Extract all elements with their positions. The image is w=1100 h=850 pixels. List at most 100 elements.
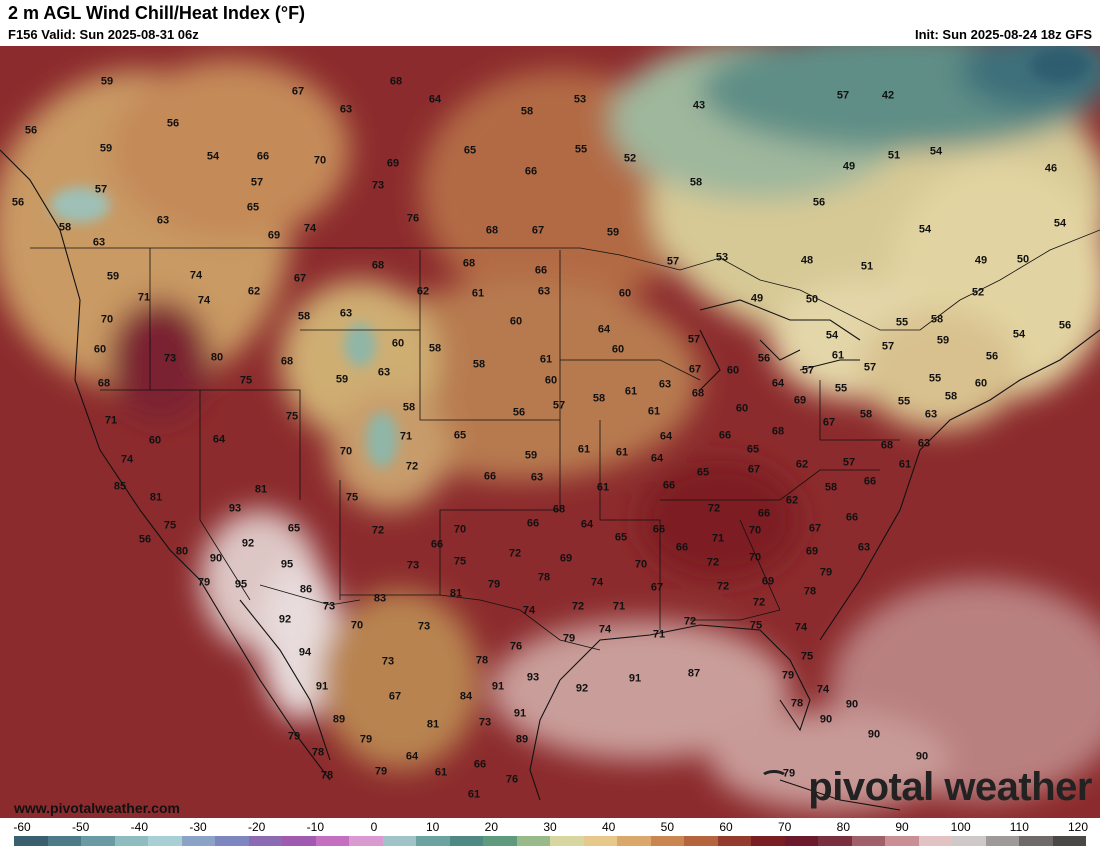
temperature-label: 72 xyxy=(405,460,419,473)
site-url: www.pivotalweather.com xyxy=(14,800,180,816)
temperature-label: 71 xyxy=(399,430,413,443)
temperature-label: 76 xyxy=(509,640,523,653)
colorbar-segment xyxy=(583,836,617,846)
temperature-label: 63 xyxy=(658,378,672,391)
temperature-label: 67 xyxy=(688,363,702,376)
temperature-label: 64 xyxy=(405,750,419,763)
temperature-label: 74 xyxy=(598,623,612,636)
temperature-label: 60 xyxy=(974,377,988,390)
colorbar-tick-label: 120 xyxy=(1067,820,1089,834)
colorbar-segment xyxy=(416,836,450,846)
temperature-label: 69 xyxy=(761,575,775,588)
colorbar-tick-label: -60 xyxy=(13,820,31,834)
temperature-label: 91 xyxy=(315,680,329,693)
temperature-label: 57 xyxy=(863,361,877,374)
temperature-label: 71 xyxy=(652,628,666,641)
colorbar: -60 -50 -40 -30 -20 -10 0 10 20 30 40 50 60 70 80 90 100… xyxy=(0,818,1100,850)
temperature-label: 60 xyxy=(735,402,749,415)
temperature-label: 60 xyxy=(148,434,162,447)
colorbar-segment xyxy=(784,836,818,846)
temperature-label: 66 xyxy=(526,517,540,530)
colorbar-tick-label: 70 xyxy=(777,820,792,834)
temperature-label: 68 xyxy=(485,224,499,237)
temperature-label: 50 xyxy=(1016,253,1030,266)
temperature-label: 53 xyxy=(573,93,587,106)
temperature-label: 60 xyxy=(93,343,107,356)
temperature-label: 79 xyxy=(782,767,796,780)
temperature-label: 79 xyxy=(487,578,501,591)
temperature-label: 79 xyxy=(374,765,388,778)
temperature-label: 69 xyxy=(793,394,807,407)
temperature-label: 79 xyxy=(287,730,301,743)
temperature-label: 89 xyxy=(332,713,346,726)
temperature-label: 93 xyxy=(526,671,540,684)
temperature-label: 55 xyxy=(574,143,588,156)
temperature-label: 57 xyxy=(94,183,108,196)
temperature-label: 74 xyxy=(590,576,604,589)
temperature-label: 75 xyxy=(800,650,814,663)
temperature-label: 90 xyxy=(209,552,223,565)
temperature-label: 81 xyxy=(149,491,163,504)
temperature-label: 60 xyxy=(544,374,558,387)
map-background xyxy=(0,46,1100,818)
temperature-label: 61 xyxy=(647,405,661,418)
colorbar-segment xyxy=(215,836,249,846)
temperature-label: 83 xyxy=(373,592,387,605)
temperature-label: 57 xyxy=(552,399,566,412)
temperature-label: 56 xyxy=(24,124,38,137)
colorbar-segment xyxy=(315,836,349,846)
temperature-label: 58 xyxy=(824,481,838,494)
colorbar-tick-label: 40 xyxy=(601,820,616,834)
temperature-label: 63 xyxy=(339,103,353,116)
temperature-label: 58 xyxy=(472,358,486,371)
colorbar-tick-label: 100 xyxy=(950,820,971,834)
temperature-label: 79 xyxy=(819,566,833,579)
temperature-label: 57 xyxy=(687,333,701,346)
heat-index-map[interactable]: 59 56 56 59 54 66 57 57 56 65 63 58 63 69 74 67 68 64 63 70… xyxy=(0,46,1100,818)
temperature-label: 65 xyxy=(463,144,477,157)
colorbar-segment xyxy=(14,836,48,846)
temperature-label: 72 xyxy=(683,615,697,628)
temperature-label: 68 xyxy=(691,387,705,400)
temperature-label: 64 xyxy=(580,518,594,531)
temperature-label: 66 xyxy=(524,165,538,178)
temperature-label: 58 xyxy=(58,221,72,234)
colorbar-tick-label: 60 xyxy=(719,820,733,834)
colorbar-tick-label: 90 xyxy=(895,820,909,834)
temperature-label: 48 xyxy=(800,254,814,267)
temperature-label: 59 xyxy=(106,270,120,283)
temperature-label: 61 xyxy=(624,385,638,398)
temperature-label: 65 xyxy=(287,522,301,535)
temperature-label: 92 xyxy=(241,537,255,550)
temperature-label: 66 xyxy=(652,523,666,536)
temperature-label: 56 xyxy=(11,196,25,209)
temperature-label: 89 xyxy=(515,733,529,746)
temperature-label: 74 xyxy=(303,222,317,235)
temperature-label: 49 xyxy=(842,160,856,173)
colorbar-segment xyxy=(885,836,919,846)
temperature-label: 64 xyxy=(771,377,785,390)
temperature-label: 58 xyxy=(520,105,534,118)
temperature-label: 55 xyxy=(834,382,848,395)
colorbar-segment xyxy=(818,836,852,846)
temperature-label: 63 xyxy=(530,471,544,484)
temperature-label: 60 xyxy=(726,364,740,377)
temperature-label: 75 xyxy=(345,491,359,504)
temperature-label: 42 xyxy=(881,89,895,102)
temperature-label: 64 xyxy=(650,452,664,465)
temperature-label: 61 xyxy=(831,349,845,362)
temperature-label: 53 xyxy=(715,251,729,264)
temperature-label: 62 xyxy=(247,285,261,298)
temperature-label: 63 xyxy=(917,437,931,450)
temperature-label: 61 xyxy=(467,788,481,801)
temperature-label: 90 xyxy=(845,698,859,711)
temperature-label: 91 xyxy=(513,707,527,720)
colorbar-ticks: -60 -50 -40 -30 -20 -10 0 10 20 30 40 50 60 70 80 90 100… xyxy=(0,820,1100,834)
temperature-label: 65 xyxy=(614,531,628,544)
temperature-label: 64 xyxy=(597,323,611,336)
temperature-label: 59 xyxy=(936,334,950,347)
temperature-label: 71 xyxy=(612,600,626,613)
temperature-label: 57 xyxy=(250,176,264,189)
temperature-label: 72 xyxy=(571,600,585,613)
temperature-label: 66 xyxy=(430,538,444,551)
